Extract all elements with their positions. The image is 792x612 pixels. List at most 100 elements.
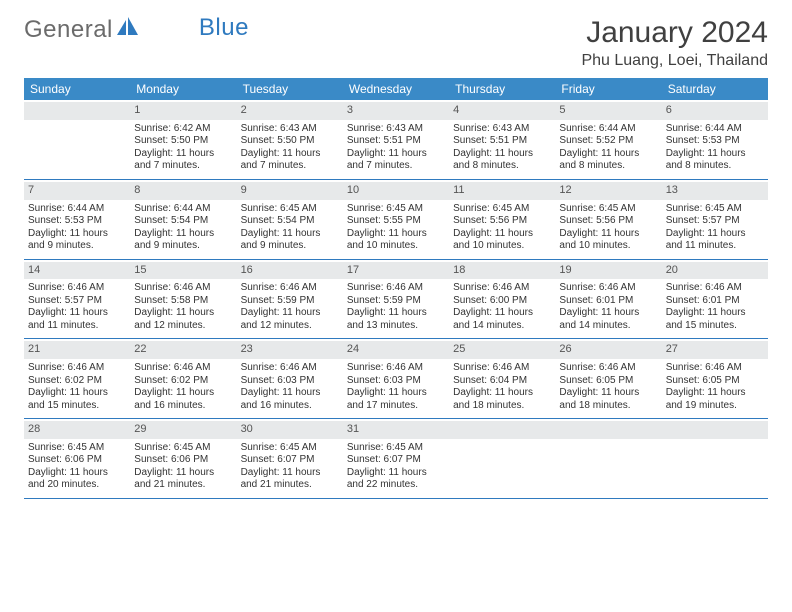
day-cell <box>662 419 768 498</box>
day-number: 18 <box>449 262 555 280</box>
day-cell: 20Sunrise: 6:46 AMSunset: 6:01 PMDayligh… <box>662 260 768 339</box>
daylight-text: Daylight: 11 hours and 18 minutes. <box>559 387 657 412</box>
sunset-text: Sunset: 5:54 PM <box>241 215 339 228</box>
sunrise-text: Sunrise: 6:46 AM <box>559 282 657 295</box>
day-cell <box>449 419 555 498</box>
day-number: 10 <box>343 182 449 200</box>
sunset-text: Sunset: 6:03 PM <box>347 375 445 388</box>
daylight-text: Daylight: 11 hours and 11 minutes. <box>666 228 764 253</box>
dow-cell: Thursday <box>449 78 555 100</box>
day-number: 24 <box>343 341 449 359</box>
sunrise-text: Sunrise: 6:44 AM <box>28 203 126 216</box>
day-cell: 6Sunrise: 6:44 AMSunset: 5:53 PMDaylight… <box>662 100 768 179</box>
daylight-text: Daylight: 11 hours and 22 minutes. <box>347 467 445 492</box>
day-cell: 16Sunrise: 6:46 AMSunset: 5:59 PMDayligh… <box>237 260 343 339</box>
day-cell: 5 Sunrise: 6:44 AMSunset: 5:52 PMDaylight… <box>555 100 661 179</box>
week-row: 1 Sunrise: 6:42 AM Sunset: 5:50 PM Daylight… <box>24 100 768 180</box>
daylight-text: Daylight: 11 hours and 8 minutes. <box>559 148 657 173</box>
day-number <box>662 421 768 439</box>
day-cell: 18Sunrise: 6:46 AMSunset: 6:00 PMDayligh… <box>449 260 555 339</box>
location: Phu Luang, Loei, Thailand <box>581 52 768 70</box>
day-number: 13 <box>662 182 768 200</box>
day-cell: 31Sunrise: 6:45 AMSunset: 6:07 PMDayligh… <box>343 419 449 498</box>
day-number: 1 <box>130 102 236 120</box>
dow-cell: Monday <box>130 78 236 100</box>
sunrise-text: Sunrise: 6:45 AM <box>453 203 551 216</box>
sunrise-text: Sunrise: 6:44 AM <box>666 123 764 136</box>
sunset-text: Sunset: 5:59 PM <box>241 295 339 308</box>
sunrise-text: Sunrise: 6:44 AM <box>134 203 232 216</box>
week-row: 7Sunrise: 6:44 AMSunset: 5:53 PMDaylight… <box>24 180 768 260</box>
day-cell: 13Sunrise: 6:45 AMSunset: 5:57 PMDayligh… <box>662 180 768 259</box>
day-number: 19 <box>555 262 661 280</box>
sunset-text: Sunset: 5:52 PM <box>559 135 657 148</box>
daylight-text: Daylight: 11 hours and 9 minutes. <box>28 228 126 253</box>
sunrise-text: Sunrise: 6:45 AM <box>559 203 657 216</box>
day-number: 2 <box>237 102 343 120</box>
sunrise-text: Sunrise: 6:46 AM <box>347 362 445 375</box>
day-cell: 12Sunrise: 6:45 AMSunset: 5:56 PMDayligh… <box>555 180 661 259</box>
daylight-text: Daylight: 11 hours and 13 minutes. <box>347 307 445 332</box>
day-cell <box>555 419 661 498</box>
sunset-text: Sunset: 6:06 PM <box>28 454 126 467</box>
month-title: January 2024 <box>581 16 768 50</box>
daylight-text: Daylight: 11 hours and 21 minutes. <box>134 467 232 492</box>
day-cell: 15Sunrise: 6:46 AMSunset: 5:58 PMDayligh… <box>130 260 236 339</box>
day-cell: 11Sunrise: 6:45 AMSunset: 5:56 PMDayligh… <box>449 180 555 259</box>
sunrise-text: Sunrise: 6:46 AM <box>28 282 126 295</box>
dow-cell: Wednesday <box>343 78 449 100</box>
sunset-text: Sunset: 5:56 PM <box>559 215 657 228</box>
sunset-text: Sunset: 5:57 PM <box>28 295 126 308</box>
day-cell: 10Sunrise: 6:45 AMSunset: 5:55 PMDayligh… <box>343 180 449 259</box>
sunset-text: Sunset: 6:07 PM <box>347 454 445 467</box>
logo-text-general: General <box>24 16 113 44</box>
day-number: 30 <box>237 421 343 439</box>
sunset-text: Sunset: 5:53 PM <box>666 135 764 148</box>
sunrise-text: Sunrise: 6:44 AM <box>559 123 657 136</box>
sunrise-text: Sunrise: 6:43 AM <box>347 123 445 136</box>
day-number: 5 <box>555 102 661 120</box>
daylight-text: Daylight: 11 hours and 18 minutes. <box>453 387 551 412</box>
day-cell: 23Sunrise: 6:46 AMSunset: 6:03 PMDayligh… <box>237 339 343 418</box>
day-number: 25 <box>449 341 555 359</box>
day-cell: 19 Sunrise: 6:46 AMSunset: 6:01 PMDayligh… <box>555 260 661 339</box>
daylight-text: Daylight: 11 hours and 12 minutes. <box>241 307 339 332</box>
daylight-text: Daylight: 11 hours and 9 minutes. <box>134 228 232 253</box>
day-cell: 24 Sunrise: 6:46 AMSunset: 6:03 PMDayligh… <box>343 339 449 418</box>
sunset-text: Sunset: 6:01 PM <box>559 295 657 308</box>
dow-cell: Saturday <box>662 78 768 100</box>
day-number: 23 <box>237 341 343 359</box>
sunrise-text: Sunrise: 6:43 AM <box>453 123 551 136</box>
sunrise-text: Sunrise: 6:42 AM <box>134 123 232 136</box>
sunrise-text: Sunrise: 6:45 AM <box>134 442 232 455</box>
daylight-text: Daylight: 11 hours and 7 minutes. <box>347 148 445 173</box>
day-cell <box>24 100 130 179</box>
day-number: 22 <box>130 341 236 359</box>
day-number: 6 <box>662 102 768 120</box>
sunset-text: Sunset: 5:50 PM <box>241 135 339 148</box>
day-cell: 21Sunrise: 6:46 AMSunset: 6:02 PMDayligh… <box>24 339 130 418</box>
sunrise-text: Sunrise: 6:45 AM <box>241 203 339 216</box>
day-cell: 9Sunrise: 6:45 AMSunset: 5:54 PMDaylight… <box>237 180 343 259</box>
daylight-text: Daylight: 11 hours and 15 minutes. <box>666 307 764 332</box>
day-cell: 28Sunrise: 6:45 AMSunset: 6:06 PMDayligh… <box>24 419 130 498</box>
logo-text-blue: Blue <box>199 14 249 42</box>
sunset-text: Sunset: 5:54 PM <box>134 215 232 228</box>
day-number: 12 <box>555 182 661 200</box>
sunset-text: Sunset: 5:51 PM <box>453 135 551 148</box>
daylight-text: Daylight: 11 hours and 10 minutes. <box>347 228 445 253</box>
day-number: 17 <box>343 262 449 280</box>
sunset-text: Sunset: 5:59 PM <box>347 295 445 308</box>
sunrise-text: Sunrise: 6:43 AM <box>241 123 339 136</box>
day-number: 9 <box>237 182 343 200</box>
sunset-text: Sunset: 6:02 PM <box>134 375 232 388</box>
daylight-text: Daylight: 11 hours and 8 minutes. <box>453 148 551 173</box>
day-cell: 26Sunrise: 6:46 AMSunset: 6:05 PMDayligh… <box>555 339 661 418</box>
daylight-text: Daylight: 11 hours and 20 minutes. <box>28 467 126 492</box>
daylight-text: Daylight: 11 hours and 14 minutes. <box>559 307 657 332</box>
sunset-text: Sunset: 6:05 PM <box>666 375 764 388</box>
daylight-text: Daylight: 11 hours and 17 minutes. <box>347 387 445 412</box>
logo-sail-icon <box>117 16 139 44</box>
day-number <box>449 421 555 439</box>
daylight-text: Daylight: 11 hours and 14 minutes. <box>453 307 551 332</box>
